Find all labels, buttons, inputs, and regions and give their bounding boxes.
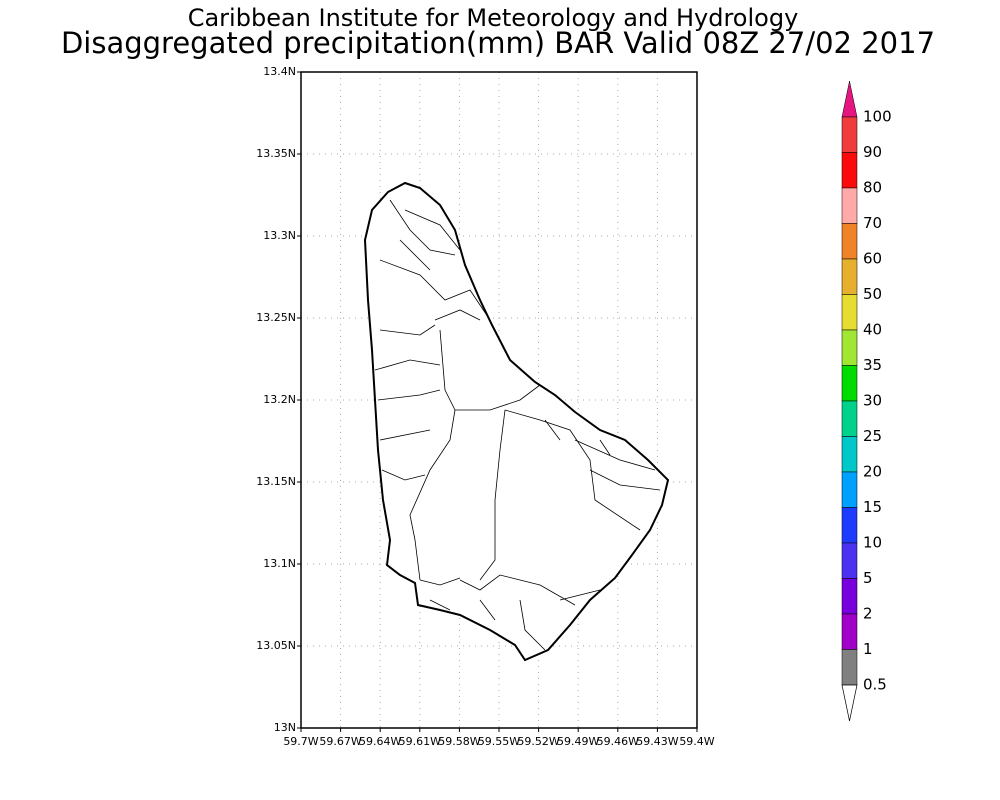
colorbar-label: 40 (863, 321, 882, 339)
island (363, 181, 670, 662)
colorbar-box (841, 294, 858, 331)
x-tick-label: 59.7W (283, 735, 318, 748)
colorbar-box (841, 400, 858, 437)
y-tick-label: 13.1N (263, 557, 296, 570)
streams (374, 199, 661, 621)
colorbar-box (841, 542, 858, 579)
colorbar-label: 20 (863, 463, 882, 481)
colorbar-box (841, 329, 858, 366)
colorbar-box (841, 649, 858, 686)
colorbar-label: 100 (863, 108, 892, 126)
colorbar-box (841, 436, 858, 473)
x-tick-label: 59.64W (359, 735, 401, 748)
colorbar-box (841, 152, 858, 189)
colorbar-box (841, 507, 858, 544)
colorbar-label: 70 (863, 214, 882, 232)
colorbar-box (841, 258, 858, 295)
colorbar-label: 50 (863, 285, 882, 303)
title: Caribbean Institute for Meteorology and … (188, 4, 799, 32)
colorbar-box (841, 365, 858, 402)
colorbar-under (841, 684, 858, 722)
colorbar-box (841, 578, 858, 615)
colorbar-label: 60 (863, 250, 882, 268)
boundary (377, 259, 656, 651)
colorbar-label: 30 (863, 392, 882, 410)
colorbar-label: 1 (863, 640, 873, 658)
y-tick-label: 13.35N (256, 147, 296, 160)
y-tick-label: 13.05N (256, 639, 296, 652)
y-tick-label: 13.3N (263, 229, 296, 242)
colorbar-label: 2 (863, 605, 873, 623)
y-tick-label: 13.4N (263, 65, 296, 78)
colorbar-box (841, 223, 858, 260)
colorbar-label: 15 (863, 498, 882, 516)
subtitle: Disaggregated precipitation(mm) BAR Vali… (61, 26, 935, 60)
y-tick-label: 13.15N (256, 475, 296, 488)
coastline (363, 181, 670, 662)
y-tick-label: 13.2N (263, 393, 296, 406)
y-tick-label: 13N (274, 721, 296, 734)
x-tick-label: 59.46W (597, 735, 639, 748)
colorbar-label: 10 (863, 534, 882, 552)
colorbar-label: 5 (863, 569, 873, 587)
colorbar-box (841, 613, 858, 650)
x-tick-label: 59.61W (399, 735, 441, 748)
colorbar-box (841, 116, 858, 153)
x-tick-label: 59.49W (557, 735, 599, 748)
colorbar-label: 0.5 (863, 676, 887, 694)
x-tick-label: 59.4W (679, 735, 714, 748)
colorbar-box (841, 187, 858, 224)
x-tick-label: 59.55W (478, 735, 520, 748)
colorbar-box (841, 471, 858, 508)
x-tick-label: 59.52W (517, 735, 559, 748)
colorbar-label: 35 (863, 356, 882, 374)
colorbar-label: 80 (863, 179, 882, 197)
colorbar-label: 25 (863, 427, 882, 445)
x-tick-label: 59.43W (636, 735, 678, 748)
colorbar: 100 90 80 70 60 50 40 35 30 25 20 15 10 5 2 1 0.5 (841, 80, 892, 722)
colorbar-over (841, 80, 858, 118)
colorbar-label: 90 (863, 143, 882, 161)
x-tick-label: 59.67W (319, 735, 361, 748)
x-tick-label: 59.58W (438, 735, 480, 748)
y-tick-label: 13.25N (256, 311, 296, 324)
